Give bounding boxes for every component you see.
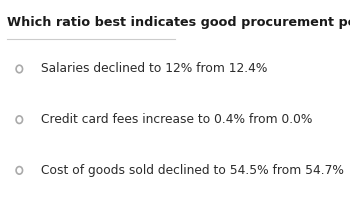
Text: Cost of goods sold declined to 54.5% from 54.7%: Cost of goods sold declined to 54.5% fro… [41, 164, 344, 177]
Text: Which ratio best indicates good procurement performance?: Which ratio best indicates good procurem… [7, 16, 350, 29]
Text: Salaries declined to 12% from 12.4%: Salaries declined to 12% from 12.4% [41, 62, 267, 76]
Text: Credit card fees increase to 0.4% from 0.0%: Credit card fees increase to 0.4% from 0… [41, 113, 312, 126]
